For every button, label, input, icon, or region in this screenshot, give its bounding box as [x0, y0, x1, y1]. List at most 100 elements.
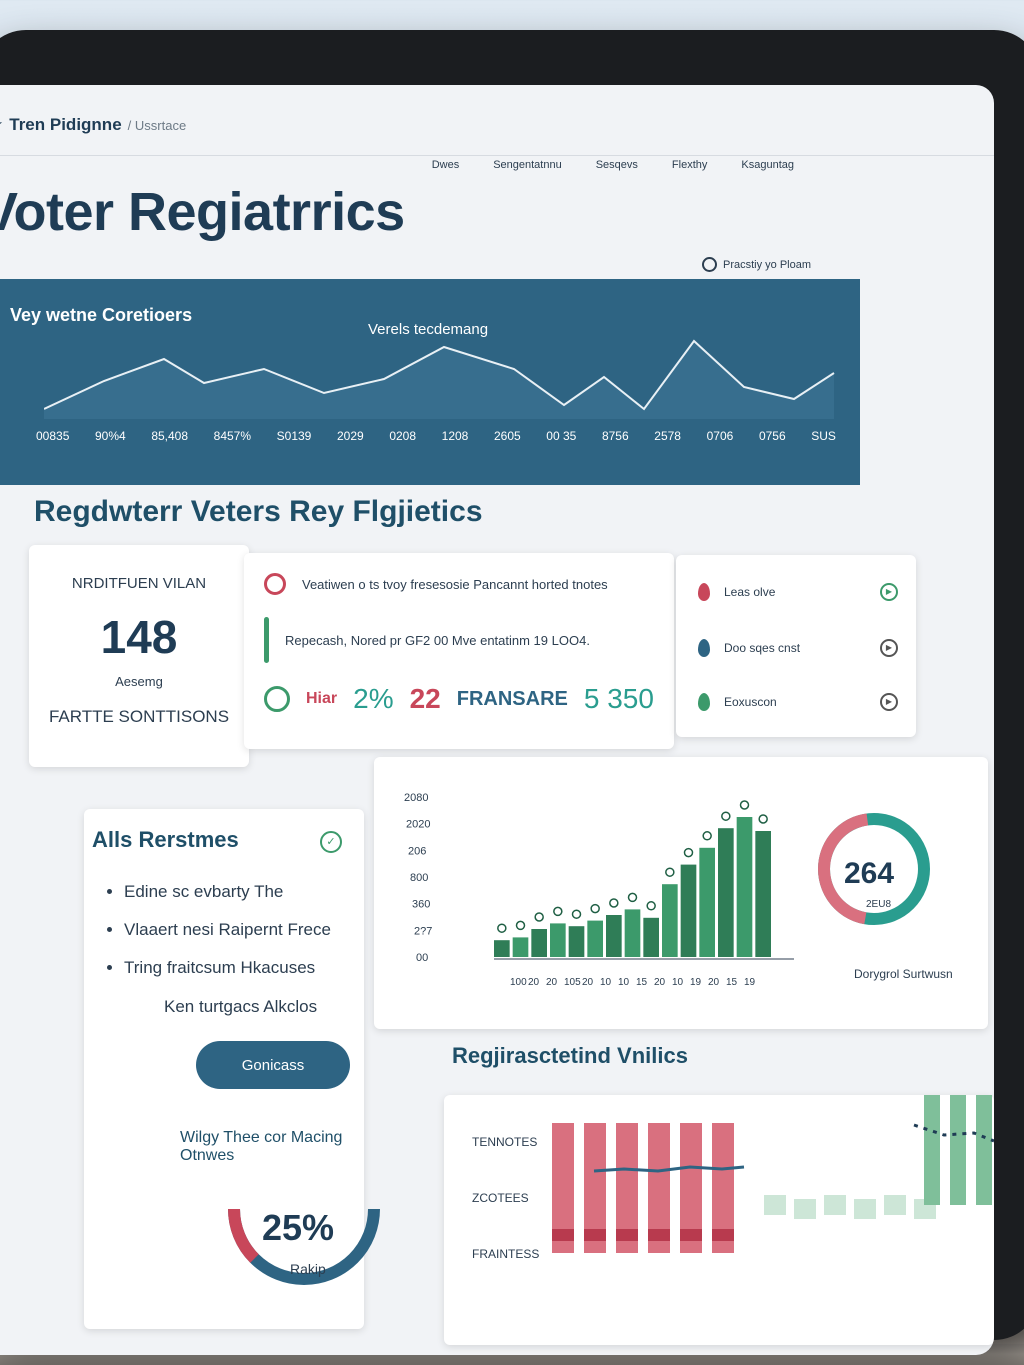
gauge-value: 25% — [262, 1207, 335, 1248]
bar-marker — [609, 898, 619, 908]
x-tick-label: 19 — [744, 977, 756, 988]
trend-tick: 00835 — [36, 429, 70, 443]
metric-value: 22 — [409, 683, 441, 714]
trend-tick: 00 35 — [546, 429, 577, 443]
brand[interactable]: ★ Tren Pidignne / Ussrtace — [0, 115, 186, 135]
trend-title: Vey wetne Coretioers — [10, 305, 193, 325]
trend-ticks: 00835 90%4 85,408 8457% S0139 2029 0208 … — [36, 429, 836, 443]
metrics-bar-cap — [680, 1229, 702, 1241]
bar — [699, 847, 715, 957]
tablet-frame: ★ Tren Pidignne / Ussrtace Dwes Sengentatn… — [0, 30, 1024, 1355]
donut-value: 264 — [844, 857, 895, 890]
kpi-value: 148 — [100, 611, 178, 663]
y-tick-label: 206 — [408, 845, 426, 857]
activity-text: Veatiwen o ts tvoy fresesosie Pancannt h… — [302, 576, 608, 592]
nav-item-2[interactable]: Sengentatnnu — [493, 159, 562, 171]
bar-marker — [721, 811, 731, 821]
nav-item-1[interactable]: Dwes — [431, 159, 460, 171]
trend-tick: 90%4 — [95, 429, 126, 443]
quick-action-item[interactable]: Doo sqes cnst ▶ — [698, 639, 898, 657]
bar — [755, 831, 771, 957]
bar — [494, 940, 510, 957]
quick-actions-card: Leas olve ▶ Doo sqes cnst ▶ Eoxuscon ▶ — [676, 555, 916, 737]
metric-value: 5 350 — [583, 683, 654, 714]
nav-item-4[interactable]: Flexthy — [671, 159, 708, 171]
trend-tick: 2029 — [336, 429, 364, 443]
bar-marker — [665, 867, 675, 877]
metrics-bar-tall — [950, 1095, 966, 1205]
x-tick-label: 20 — [654, 977, 666, 988]
gauge-fill — [228, 1208, 259, 1263]
bar-marker — [590, 903, 600, 914]
trend-tick: SUS — [811, 429, 836, 443]
metrics-bar-cap — [648, 1229, 670, 1241]
circle-icon — [702, 257, 717, 272]
y-tick-label: 2080 — [404, 792, 428, 804]
page-title: Voter Regiatrrics — [0, 182, 405, 242]
hero-link-label: Pracstiy yo Ploam — [723, 258, 812, 271]
bar — [512, 937, 529, 957]
y-tick-label: 2020 — [406, 819, 430, 831]
y-tick-label: 800 — [410, 872, 428, 884]
y-tick-label: 360 — [412, 899, 430, 911]
metrics-bar-tall — [924, 1095, 940, 1205]
quick-action-label: Leas olve — [724, 585, 776, 599]
alerts-action-button[interactable]: Gonicass — [196, 1041, 350, 1089]
quick-action-label: Doo sqes cnst — [724, 641, 801, 655]
bar — [662, 884, 678, 957]
bar — [606, 915, 622, 957]
drop-icon — [698, 693, 710, 711]
metrics-bar-cap — [712, 1229, 734, 1241]
alerts-list: Edine sc evbarty The Vlaaert nesi Raiper… — [104, 873, 331, 987]
progress-gauge — [228, 1208, 380, 1285]
drop-icon — [698, 583, 710, 601]
activity-row[interactable]: Repecash, Nored pr GF2 00 Mve entatinm 1… — [264, 617, 590, 663]
metric-label: Hiar — [306, 690, 338, 707]
quick-action-item[interactable]: Leas olve ▶ — [698, 583, 898, 601]
alerts-title: Alls Rerstmes — [92, 827, 239, 852]
metrics-bar — [616, 1123, 638, 1253]
trend-tick: 2605 — [493, 429, 521, 443]
trend-tick: 0756 — [758, 429, 786, 443]
bar-marker — [739, 800, 750, 810]
check-icon[interactable]: ✓ — [320, 831, 342, 853]
x-tick-label: 15 — [726, 977, 738, 988]
trend-tick: 2578 — [654, 429, 681, 443]
metrics-row-label: FRAINTESS — [472, 1247, 540, 1261]
alert-item[interactable]: Vlaaert nesi Raipernt Frece — [124, 911, 331, 949]
trend-tick: 0706 — [706, 429, 734, 443]
bar-marker — [571, 909, 582, 919]
hero-link[interactable]: Pracstiy yo Ploam — [702, 257, 811, 272]
drop-icon — [698, 639, 710, 657]
bar-marker — [758, 814, 768, 824]
alert-item[interactable]: Tring fraitcsum Hkacuses — [124, 949, 331, 987]
metrics-bar-light — [794, 1199, 816, 1219]
metrics-bar-light — [824, 1195, 846, 1215]
star-icon: ★ — [0, 115, 3, 134]
y-tick-label: 00 — [416, 952, 428, 964]
bar — [680, 864, 697, 957]
x-tick-label: 10 — [600, 977, 612, 988]
x-tick-label: 15 — [636, 977, 648, 988]
donut-segment — [817, 813, 930, 925]
bar — [568, 926, 585, 957]
gauge-label: Rakip — [290, 1261, 326, 1277]
arrow-right-icon: ▶ — [880, 693, 898, 711]
nav-item-5[interactable]: Ksaguntag — [741, 159, 794, 171]
alert-item[interactable]: Edine sc evbarty The — [124, 873, 331, 911]
quick-action-item[interactable]: Eoxuscon ▶ — [698, 693, 898, 711]
activity-row[interactable]: Veatiwen o ts tvoy fresesosie Pancannt h… — [264, 573, 608, 595]
kpi-card[interactable]: NRDITFUEN VILAN 148 Aesemg FARTTE SONTTI… — [29, 545, 249, 767]
nav-item-3[interactable]: Sesqevs — [595, 159, 638, 171]
quick-action-label: Eoxuscon — [724, 695, 777, 709]
metrics-bar-light — [764, 1195, 786, 1215]
metrics-bar — [712, 1123, 734, 1253]
metrics-row-label: TENNOTES — [472, 1135, 538, 1149]
bar-marker — [553, 906, 563, 917]
bar-marker — [627, 892, 638, 903]
donut-label: Dorygrol Surtwusn — [854, 967, 953, 981]
section-title: Regdwterr Veters Rey Flgjietics — [34, 495, 483, 528]
kpi-label: NRDITFUEN VILAN — [71, 575, 207, 592]
metrics-chart — [552, 1095, 994, 1253]
trend-tick: 85,408 — [151, 429, 189, 443]
